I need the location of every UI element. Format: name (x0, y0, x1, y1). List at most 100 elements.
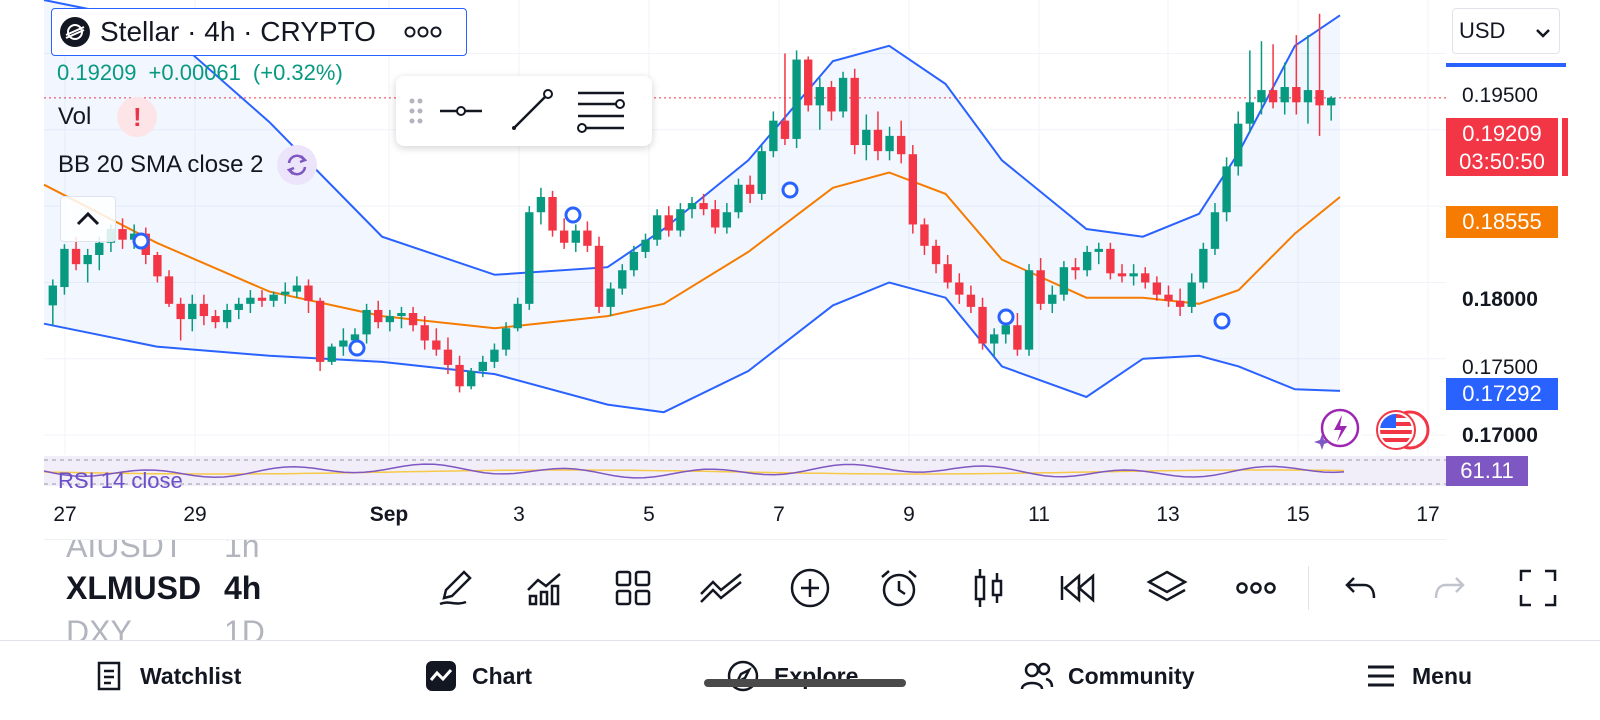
ellipsis-icon[interactable] (404, 19, 442, 45)
candle-body (257, 297, 267, 301)
drag-handle-icon[interactable] (406, 96, 426, 126)
lower-band-price-tag: 0.17292 (1446, 378, 1558, 410)
candle-body (676, 209, 685, 231)
horizontal-line-tool-icon[interactable] (426, 81, 496, 141)
candle-body (559, 230, 569, 243)
nav-menu-label: Menu (1412, 662, 1473, 689)
upper-band-price-marker (1446, 63, 1566, 67)
candle-body (571, 230, 580, 243)
candle-body (885, 135, 894, 152)
candle-body (652, 215, 662, 240)
sparkle-lightning-icon[interactable] (1314, 406, 1362, 454)
candle-body (71, 248, 81, 265)
bb-indicator-label[interactable]: BB 20 SMA close 2 (58, 145, 318, 185)
pencil-icon[interactable] (434, 566, 478, 610)
bb-lower-line (43, 281, 1341, 414)
event-marker (781, 181, 799, 199)
trend-line-tool-icon[interactable] (496, 81, 566, 141)
candle-body (48, 285, 57, 306)
nav-community-label: Community (1068, 662, 1195, 689)
candle-body (827, 87, 836, 112)
candle-body (862, 129, 871, 146)
candle-body (1164, 294, 1173, 301)
picker-row[interactable]: DXY 1D (66, 614, 286, 640)
rsi-value-tag: 61.11 (1446, 456, 1528, 486)
nav-chart[interactable]: Chart (424, 659, 532, 693)
candle-body (455, 364, 464, 387)
stellar-logo-icon (60, 17, 90, 47)
candle-body (443, 349, 453, 365)
candle-body (873, 129, 883, 152)
candle-body (1059, 267, 1069, 295)
candle-body (897, 135, 906, 155)
candle-body (176, 303, 185, 320)
candle-body (1013, 325, 1022, 350)
last-price-tag-value: 0.19209 (1462, 121, 1542, 146)
candle-body (350, 334, 360, 341)
add-icon[interactable] (788, 566, 832, 610)
picker-row[interactable]: AIUSDT 1h (66, 540, 286, 565)
picker-interval: 4h (224, 570, 262, 606)
nav-watchlist-label: Watchlist (140, 662, 242, 689)
rsi-indicator-label[interactable]: RSI 14 close (58, 468, 183, 494)
candle-body (432, 340, 441, 350)
last-price-tag: 0.19209 03:50:50 (1446, 118, 1558, 176)
candle-body (164, 276, 174, 304)
candle-body (304, 285, 313, 301)
candle-body (769, 120, 778, 152)
replay-icon[interactable] (1055, 566, 1099, 610)
candle-body (397, 313, 406, 317)
drawing-toolbar (396, 76, 652, 146)
nav-explore[interactable]: Explore (726, 659, 858, 693)
candle-body (420, 325, 429, 341)
price-change-pct: (+0.32%) (252, 60, 343, 85)
candle-body (315, 300, 325, 362)
fullscreen-icon[interactable] (1516, 566, 1560, 610)
rsi-label-text: RSI 14 close (58, 468, 183, 493)
compare-icon[interactable] (699, 566, 743, 610)
currency-select[interactable]: USD (1452, 8, 1560, 54)
chevron-up-icon (76, 211, 100, 226)
time-axis-label: 5 (643, 503, 655, 526)
picker-row-selected[interactable]: XLMUSD 4h (66, 570, 286, 607)
alert-clock-icon[interactable] (877, 566, 921, 610)
price-chart-canvas[interactable] (0, 0, 1600, 540)
indicators-icon[interactable] (522, 566, 566, 610)
time-axis-label: 17 (1416, 503, 1440, 526)
picker-interval: 1D (224, 614, 265, 640)
community-icon (1020, 659, 1054, 693)
candle-type-icon[interactable] (966, 566, 1010, 610)
nav-community[interactable]: Community (1020, 659, 1195, 693)
fib-retracement-tool-icon[interactable] (566, 81, 636, 141)
candle-body (536, 196, 546, 213)
last-price-edge (1562, 118, 1568, 176)
us-flag-icon[interactable] (1374, 406, 1430, 454)
layers-icon[interactable] (1145, 566, 1189, 610)
nav-menu[interactable]: Menu (1364, 659, 1472, 693)
price-axis-label: 0.17000 (1462, 424, 1538, 447)
collapse-legend-button[interactable] (60, 196, 116, 242)
candle-body (1129, 273, 1138, 277)
event-marker (997, 308, 1015, 326)
warning-icon[interactable]: ! (117, 97, 158, 137)
volume-indicator-label[interactable]: Vol ! (58, 97, 158, 137)
more-icon[interactable] (1234, 566, 1278, 610)
nav-watchlist[interactable]: Watchlist (92, 659, 241, 693)
price-chart[interactable] (0, 0, 1600, 540)
time-axis-label: 29 (183, 503, 207, 526)
picker-interval: 1h (224, 540, 260, 564)
layouts-grid-icon[interactable] (611, 566, 655, 610)
symbol-header[interactable]: Stellar · 4h · CRYPTO (51, 8, 467, 56)
symbol-interval-picker[interactable]: AIUSDT 1h XLMUSD 4h DXY 1D (66, 540, 286, 640)
candle-body (699, 203, 708, 210)
candle-body (408, 313, 418, 326)
candle-body (1222, 166, 1231, 213)
candle-body (629, 251, 639, 271)
candle-body (339, 340, 348, 347)
candle-body (292, 285, 302, 292)
undo-icon[interactable] (1338, 566, 1382, 610)
candle-body (687, 203, 697, 210)
candle-body (281, 291, 290, 295)
refresh-icon[interactable] (277, 145, 318, 185)
